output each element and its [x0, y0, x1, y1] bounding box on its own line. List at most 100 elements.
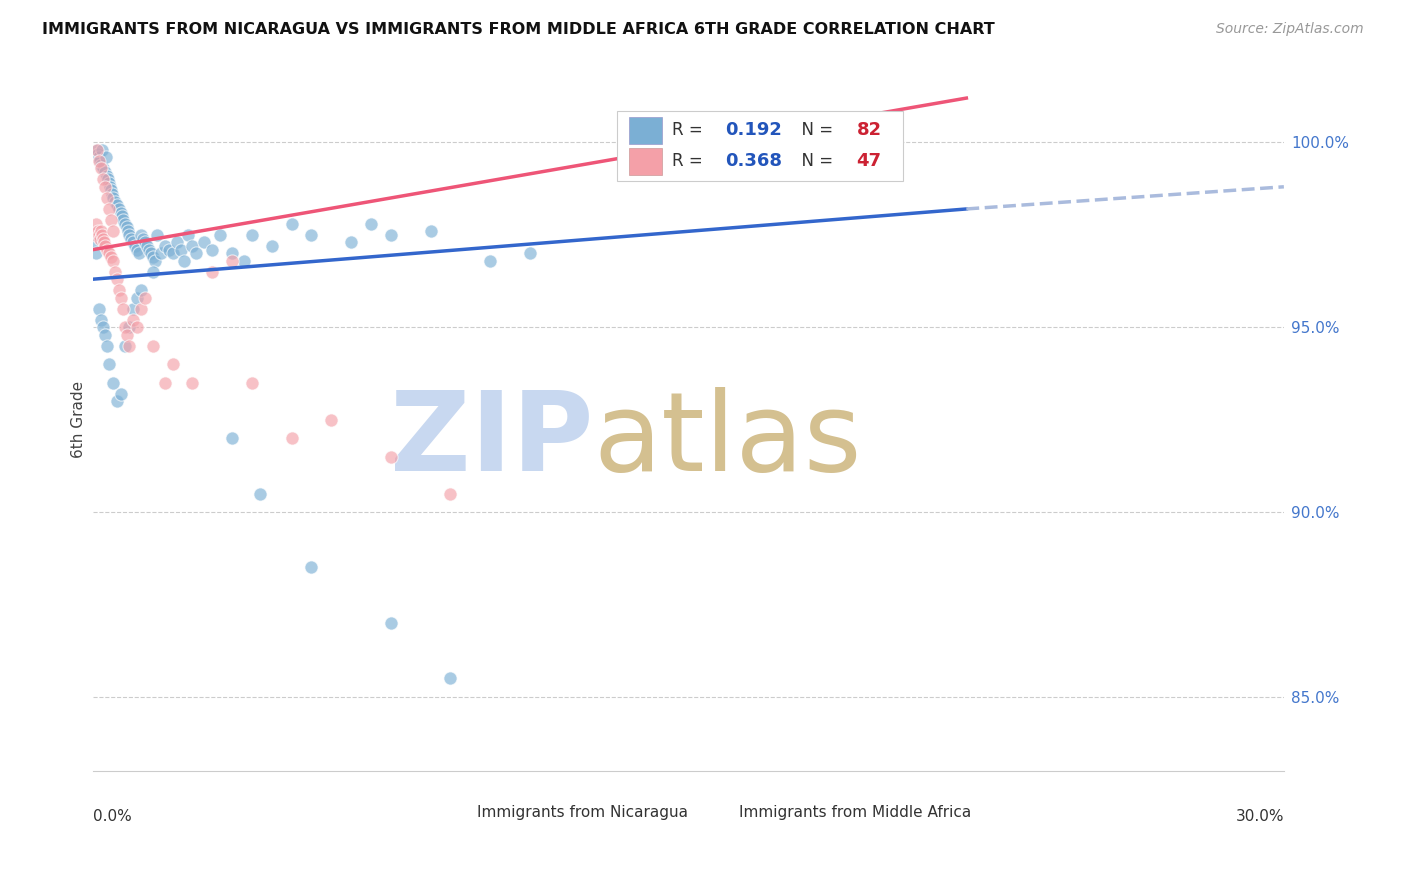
Point [90, 158, 112, 172]
Point [86, 143, 108, 157]
Point [125, 243, 148, 257]
Text: ZIP: ZIP [389, 387, 593, 494]
Point [90, 227, 112, 242]
Point [149, 246, 172, 260]
Point [201, 243, 224, 257]
Point [101, 187, 124, 202]
Point [91, 320, 114, 334]
Point [94, 179, 117, 194]
Point [101, 224, 124, 238]
Point [717, 117, 740, 131]
Point [118, 339, 141, 353]
Point [143, 253, 166, 268]
Point [129, 283, 152, 297]
Point [87, 224, 110, 238]
Point [98, 357, 121, 371]
Text: Source: ZipAtlas.com: Source: ZipAtlas.com [1216, 22, 1364, 37]
Text: 0.0%: 0.0% [93, 809, 132, 824]
Point [86, 217, 108, 231]
Text: R =: R = [672, 153, 707, 170]
Point [105, 394, 128, 409]
Point [120, 231, 142, 245]
Point [114, 217, 136, 231]
Point [96, 191, 118, 205]
Point [105, 272, 128, 286]
Point [118, 227, 141, 242]
Point [280, 217, 302, 231]
Point [111, 210, 134, 224]
Point [201, 265, 224, 279]
Point [114, 339, 136, 353]
Point [108, 283, 131, 297]
Point [169, 243, 191, 257]
Point [173, 253, 195, 268]
Y-axis label: 6th Grade: 6th Grade [72, 381, 86, 458]
Text: R =: R = [672, 121, 707, 139]
Point [138, 243, 160, 257]
Point [100, 184, 122, 198]
Point [110, 386, 132, 401]
Point [122, 235, 145, 250]
Point [94, 165, 117, 179]
Point [280, 431, 302, 445]
Point [129, 227, 152, 242]
Point [260, 239, 283, 253]
Point [86, 246, 108, 260]
Point [134, 235, 156, 250]
Point [105, 198, 128, 212]
Point [91, 172, 114, 186]
Point [111, 213, 134, 227]
Point [380, 615, 402, 630]
Point [98, 176, 121, 190]
Point [98, 202, 121, 216]
Text: IMMIGRANTS FROM NICARAGUA VS IMMIGRANTS FROM MIDDLE AFRICA 6TH GRADE CORRELATION: IMMIGRANTS FROM NICARAGUA VS IMMIGRANTS … [42, 22, 995, 37]
Point [193, 235, 215, 250]
Text: atlas: atlas [593, 387, 862, 494]
Point [101, 253, 124, 268]
Point [98, 179, 121, 194]
Point [419, 224, 441, 238]
Point [114, 320, 136, 334]
Point [519, 246, 541, 260]
Point [134, 291, 156, 305]
Point [249, 486, 271, 500]
Point [108, 202, 131, 216]
Point [89, 301, 111, 316]
Text: 47: 47 [856, 153, 882, 170]
Point [135, 239, 157, 253]
Text: 30.0%: 30.0% [1236, 809, 1284, 824]
Point [157, 243, 180, 257]
Bar [617, 111, 903, 181]
Point [89, 153, 111, 168]
Point [84, 227, 107, 242]
Point [240, 376, 263, 390]
Point [91, 231, 114, 245]
Point [479, 253, 502, 268]
Point [115, 220, 138, 235]
Point [209, 227, 232, 242]
Point [96, 169, 118, 183]
Point [89, 150, 111, 164]
Point [97, 172, 120, 186]
Point [89, 227, 111, 242]
Point [122, 301, 145, 316]
Point [439, 671, 461, 685]
Text: 0.192: 0.192 [725, 121, 782, 139]
Text: N =: N = [792, 121, 838, 139]
Point [139, 246, 162, 260]
Point [145, 227, 167, 242]
Text: Immigrants from Middle Africa: Immigrants from Middle Africa [738, 805, 970, 821]
Point [142, 265, 165, 279]
Point [90, 143, 112, 157]
Point [115, 327, 138, 342]
Point [132, 231, 155, 245]
Point [142, 250, 165, 264]
Point [233, 253, 256, 268]
Point [125, 320, 148, 334]
Point [221, 431, 243, 445]
Point [89, 153, 111, 168]
Point [122, 313, 145, 327]
Point [321, 412, 343, 426]
Point [86, 143, 108, 157]
Point [186, 246, 208, 260]
